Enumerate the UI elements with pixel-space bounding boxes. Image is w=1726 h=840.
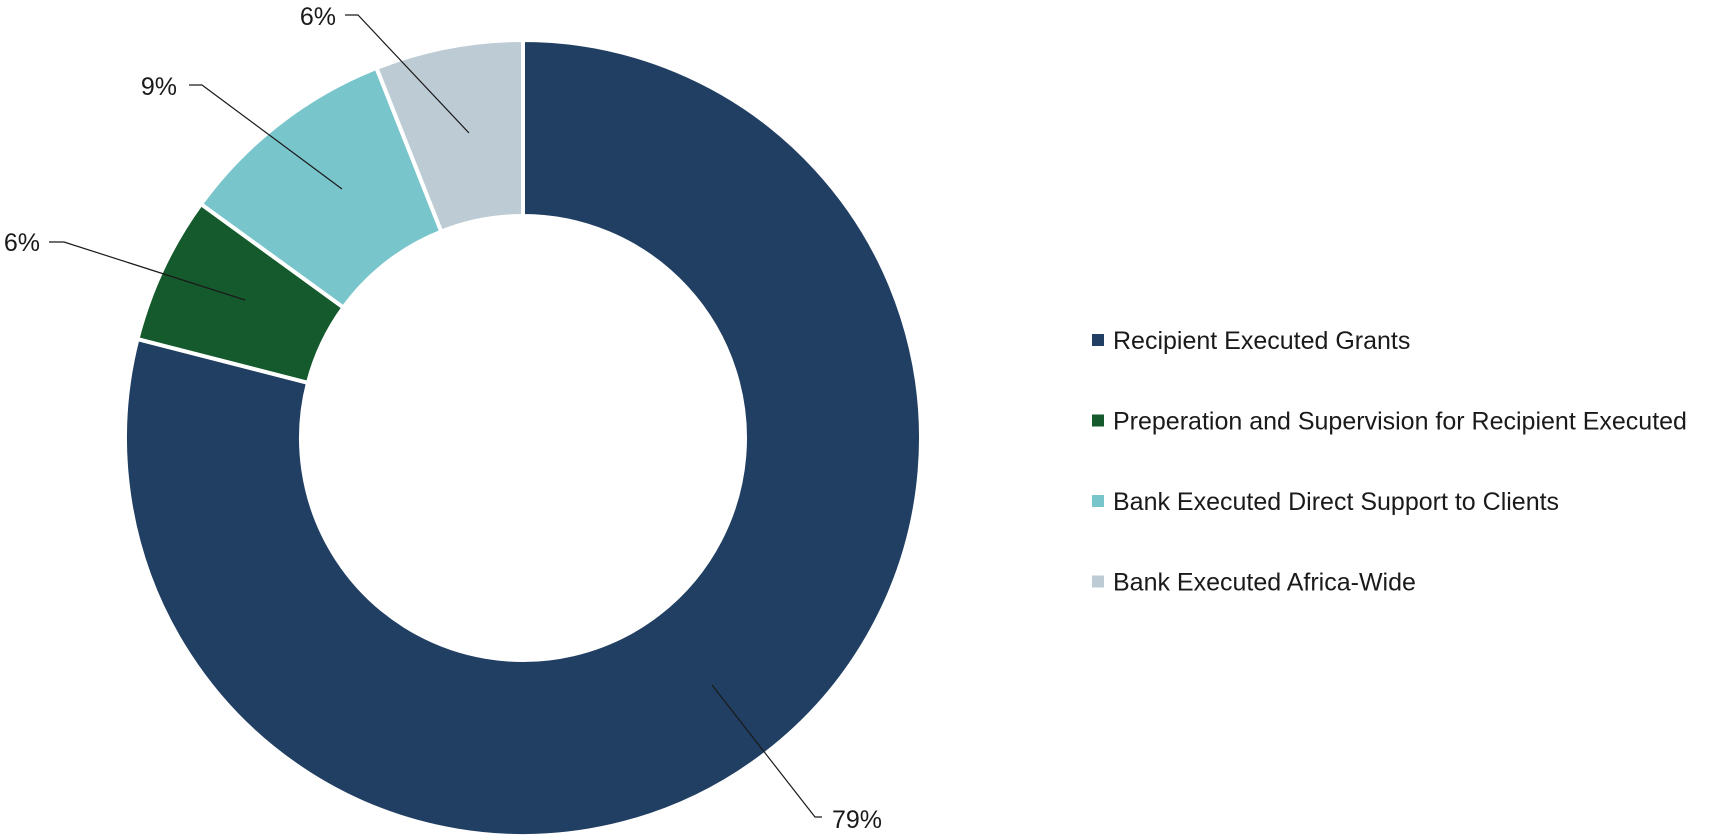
donut-slices <box>122 37 923 838</box>
legend-label-bank-executed-africa-wide: Bank Executed Africa-Wide <box>1113 569 1416 597</box>
data-label-preperation-and-supervision-for-recipient-executed: 6% <box>4 229 40 257</box>
legend-label-bank-executed-direct-support-to-clients: Bank Executed Direct Support to Clients <box>1113 488 1559 516</box>
legend-label-recipient-executed-grants: Recipient Executed Grants <box>1113 327 1410 355</box>
leader-line-bank-executed-direct-support-to-clients <box>189 84 343 190</box>
legend-item-preperation-and-supervision-for-recipient-executed: Preperation and Supervision for Recipien… <box>1092 408 1687 436</box>
legend-swatch-bank-executed-direct-support-to-clients <box>1092 495 1104 507</box>
legend-swatch-preperation-and-supervision-for-recipient-executed <box>1092 414 1104 427</box>
data-labels: 79% 6% 9% 6% <box>4 3 882 834</box>
data-label-recipient-executed-grants: 79% <box>832 806 882 834</box>
data-label-bank-executed-direct-support-to-clients: 9% <box>141 73 177 101</box>
legend-label-preperation-and-supervision-for-recipient-executed: Preperation and Supervision for Recipien… <box>1113 408 1687 436</box>
data-label-bank-executed-africa-wide: 6% <box>300 3 336 31</box>
legend-item-bank-executed-direct-support-to-clients: Bank Executed Direct Support to Clients <box>1092 488 1559 516</box>
legend-item-recipient-executed-grants: Recipient Executed Grants <box>1092 327 1410 355</box>
leader-line-preperation-and-supervision-for-recipient-executed <box>49 241 246 301</box>
slice-bank-executed-africa-wide <box>373 37 525 235</box>
legend: Recipient Executed Grants Preperation and… <box>1092 327 1687 597</box>
legend-item-bank-executed-africa-wide: Bank Executed Africa-Wide <box>1092 569 1416 597</box>
leader-line-recipient-executed-grants <box>711 684 822 818</box>
legend-swatch-recipient-executed-grants <box>1092 334 1104 346</box>
leader-lines <box>49 14 822 818</box>
slice-recipient-executed-grants <box>122 37 923 838</box>
legend-swatch-bank-executed-africa-wide <box>1092 575 1104 588</box>
leader-line-bank-executed-africa-wide <box>345 14 470 134</box>
